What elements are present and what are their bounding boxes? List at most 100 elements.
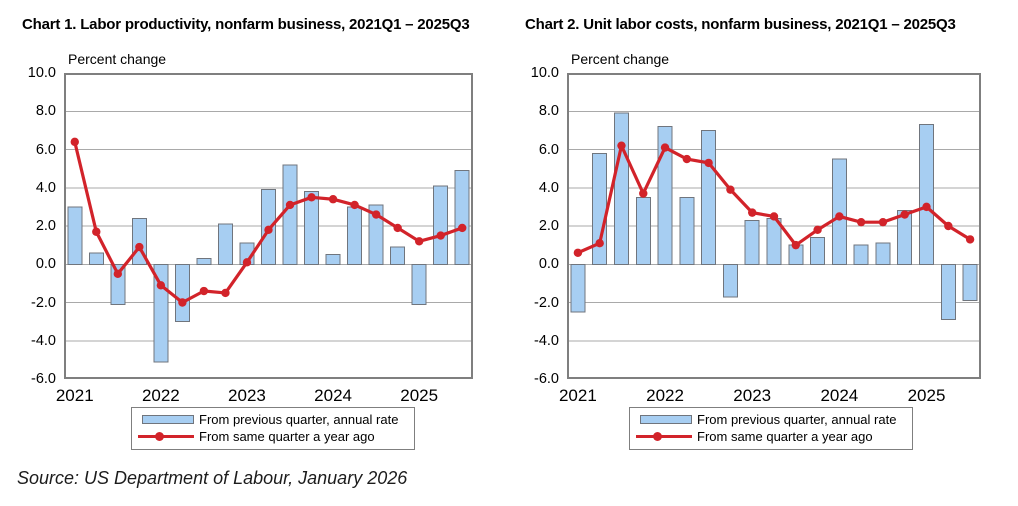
y-axis-tick-label: 10.0 [530, 65, 559, 81]
y-axis-title: Percent change [68, 51, 167, 67]
chart-panel-unit-labor-costs: Chart 2. Unit labor costs, nonfarm busin… [509, 0, 1018, 462]
x-axis-year-label: 2025 [907, 386, 946, 405]
y-axis-tick-label: 8.0 [538, 103, 559, 120]
x-axis-year-label: 2024 [820, 386, 859, 405]
bar [433, 185, 449, 265]
bar [347, 206, 363, 265]
chart-panel-labor-productivity: Chart 1. Labor productivity, nonfarm bus… [0, 0, 509, 462]
data-point [748, 208, 757, 217]
chart-title: Chart 1. Labor productivity, nonfarm bus… [22, 16, 470, 33]
y-axis-tick-label: -6.0 [31, 371, 56, 387]
bar [390, 246, 406, 265]
line-marker-icon [653, 431, 662, 441]
legend-swatch-cell [136, 415, 194, 424]
data-point [393, 223, 402, 233]
x-axis-year-label: 2023 [733, 386, 772, 405]
data-point [878, 217, 888, 227]
bar [304, 191, 320, 265]
bar [940, 263, 956, 321]
legend-swatch-cell [634, 415, 692, 424]
data-point [264, 225, 273, 235]
data-point [813, 225, 822, 235]
data-point [900, 210, 909, 219]
y-axis-tick-label: -2.0 [31, 294, 56, 311]
data-point [639, 189, 648, 198]
bar [810, 236, 826, 265]
bar [701, 129, 717, 265]
y-axis-title: Percent change [571, 51, 670, 67]
data-point [221, 288, 230, 298]
plot-canvas [567, 73, 981, 379]
y-axis-tick-label: 4.0 [538, 179, 559, 196]
bar [217, 223, 233, 265]
data-point [791, 240, 800, 250]
data-point [573, 248, 583, 257]
line-marker-icon [155, 431, 164, 441]
bar [679, 196, 695, 265]
data-point [458, 223, 467, 233]
legend-item-bars: From previous quarter, annual rate [136, 411, 410, 428]
data-point [350, 200, 359, 210]
legend: From previous quarter, annual rate From … [131, 407, 415, 450]
data-point [922, 202, 931, 212]
x-axis-year-label: 2025 [400, 386, 439, 405]
data-point [856, 217, 866, 227]
bar [67, 206, 83, 265]
legend-item-line: From same quarter a year ago [136, 428, 410, 445]
legend-swatch-cell [634, 431, 692, 441]
bar [570, 263, 586, 313]
data-point [965, 235, 975, 244]
plot-border [64, 73, 473, 379]
data-point [835, 212, 844, 221]
bar [454, 170, 470, 265]
bar [368, 204, 384, 265]
x-axis-year-label: 2024 [314, 386, 352, 405]
data-point [660, 143, 670, 152]
line-swatch-icon [636, 431, 692, 441]
legend-label: From same quarter a year ago [697, 429, 873, 444]
x-axis-year-label: 2022 [141, 386, 180, 405]
x-axis-year-label: 2023 [228, 386, 266, 405]
bar [635, 196, 651, 265]
bar [196, 258, 212, 265]
x-axis-year-label: 2021 [558, 386, 597, 405]
data-point [156, 281, 166, 290]
data-point [726, 185, 735, 194]
bar [282, 164, 298, 265]
y-axis-tick-label: 10.0 [27, 65, 56, 81]
bar [831, 158, 847, 265]
data-point [178, 298, 187, 307]
legend-item-bars: From previous quarter, annual rate [634, 411, 908, 428]
bar [722, 263, 738, 298]
data-point [704, 158, 713, 168]
data-point [328, 195, 338, 204]
y-axis-tick-label: 4.0 [35, 179, 56, 196]
data-point [242, 258, 252, 267]
data-point [371, 210, 381, 219]
legend-item-line: From same quarter a year ago [634, 428, 908, 445]
y-axis-tick-label: 6.0 [538, 141, 559, 158]
data-point [113, 269, 123, 279]
bar [411, 263, 427, 305]
legend-label: From previous quarter, annual rate [199, 412, 399, 427]
y-axis-tick-label: -6.0 [534, 371, 559, 387]
data-point [70, 137, 79, 147]
bar [744, 219, 760, 265]
data-point [285, 200, 295, 210]
x-axis-year-label: 2022 [646, 386, 684, 405]
plot-border [567, 73, 981, 379]
y-axis-tick-label: 6.0 [35, 141, 56, 158]
bar-swatch-icon [142, 415, 194, 424]
data-point [307, 193, 316, 202]
data-point [199, 286, 209, 296]
y-axis-tick-label: 0.0 [538, 256, 559, 273]
legend-swatch-cell [136, 431, 194, 441]
bar [962, 263, 978, 302]
chart-title: Chart 2. Unit labor costs, nonfarm busin… [525, 16, 956, 33]
bar [613, 112, 629, 265]
legend-label: From same quarter a year ago [199, 429, 375, 444]
data-point [414, 237, 424, 246]
y-axis-tick-label: -4.0 [31, 332, 56, 349]
y-axis-tick-label: -4.0 [534, 332, 559, 349]
data-point [595, 239, 604, 248]
